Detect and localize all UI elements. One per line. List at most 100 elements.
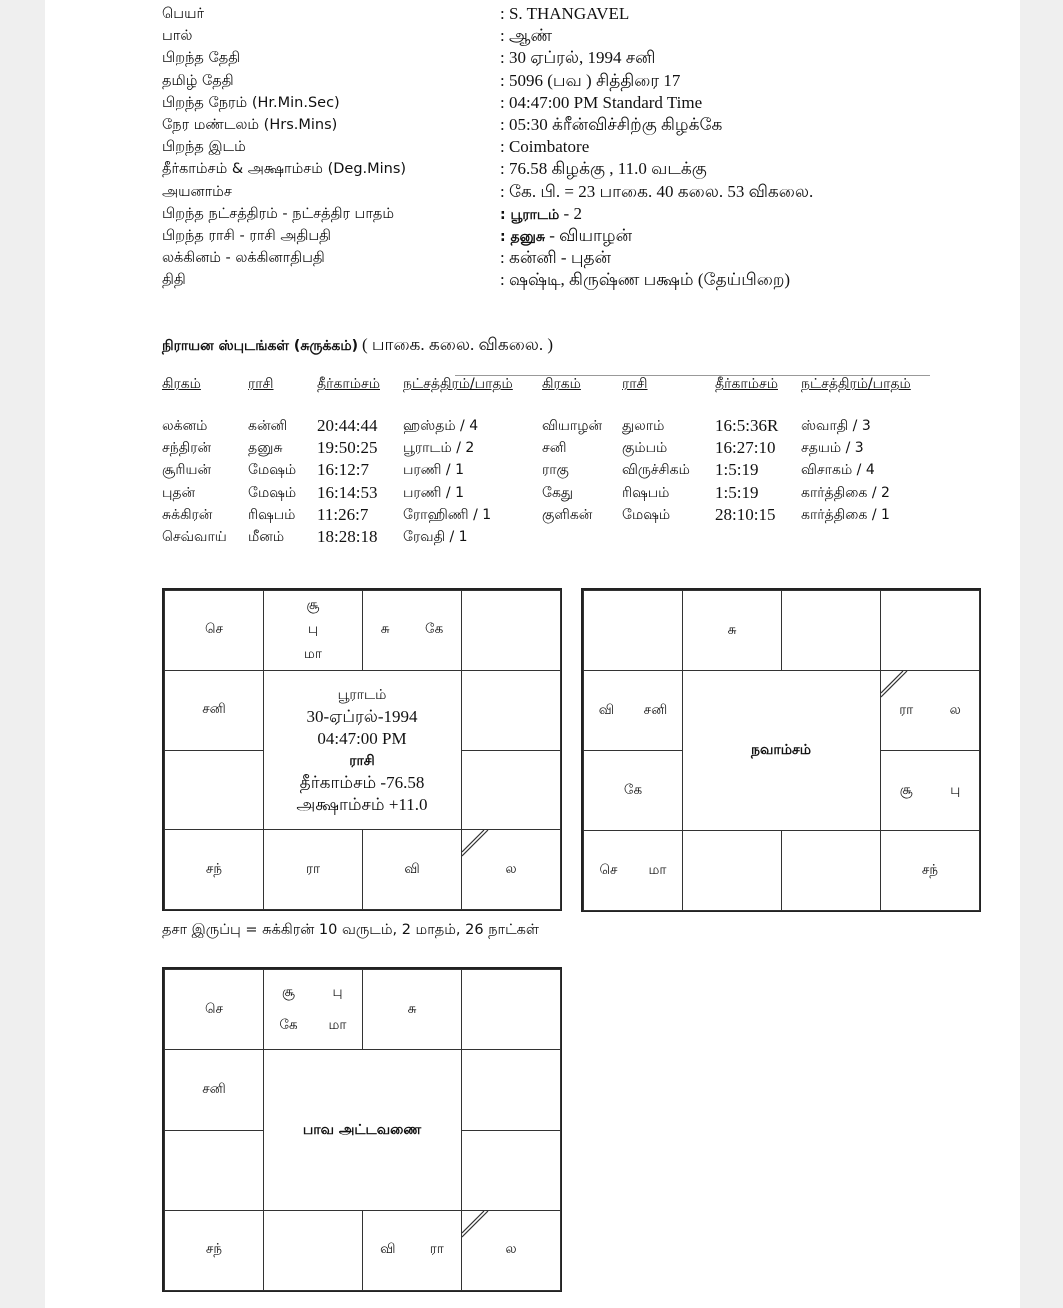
table-cell: பரணி / 1 [403,484,464,501]
table-cell: 11:26:7 [317,504,369,524]
planet-label: பு [332,984,343,1001]
table-cell: புதன் [162,484,196,501]
lagna-marker-icon [462,830,489,857]
house-libra: வி ரா [362,1209,462,1291]
table-cell: மேஷம் [248,462,297,479]
house-aries: சூ பு கே மா [263,969,363,1051]
planet-label: கே [279,1016,298,1033]
column-header: கிரகம் [542,376,581,392]
detail-value: : 5096 (பவ ) சித்திரை 17 [500,71,680,93]
table-cell: மேஷம் [248,484,297,501]
chart-center-line: ராசி [349,752,375,769]
chart-center: பூராடம் 30-ஏப்ரல்-1994 04:47:00 PM ராசி தீர்… [263,670,461,830]
column-header: கிரகம் [162,376,201,392]
house-taurus [781,590,881,671]
table-cell: ராகு [542,462,569,479]
house-virgo: சந் [880,830,980,911]
column-header: நட்சத்திரம்/பாதம் [403,376,513,392]
planet-label: மா [648,861,667,878]
table-cell: சனி [542,440,567,457]
table-cell: லக்னம் [162,418,208,434]
detail-value: : 76.58 கிழக்கு , 11.0 வடக்கு [500,159,707,181]
table-cell: ஸ்வாதி / 3 [801,418,871,434]
table-cell: சதயம் / 3 [801,440,864,457]
planet-label: சனி [202,701,226,718]
detail-value-text: : 04:47:00 PM Standard Time [500,92,703,112]
lagna-marker-icon [881,671,908,698]
chart-center: பாவ அட்டவணை [263,1049,461,1210]
planet-label: சு [407,1000,417,1017]
table-cell: 16:12:7 [317,460,369,480]
detail-value: : 04:47:00 PM Standard Time [500,93,702,113]
table-cell: மேஷம் [622,506,671,523]
detail-label: பிறந்த இடம் [162,139,246,156]
house-cancer [461,1049,561,1131]
chart-center-line: அக்ஷாம்சம் +11.0 [296,794,428,814]
table-cell: 1:5:19 [715,460,759,480]
table-cell: சூரியன் [162,462,212,479]
planet-label: மா [328,1016,347,1033]
planet-label: ரா [305,860,321,877]
table-cell: ஹஸ்தம் / 4 [403,418,479,434]
detail-value: : ஆண் [500,26,552,48]
dasha-balance: தசா இருப்பு = சுக்கிரன் 10 வருடம், 2 மாத… [162,922,539,938]
chart-center-line: தீர்காம்சம் -76.58 [299,772,425,792]
house-taurus: சு கே [362,590,462,671]
planet-label: சனி [643,701,668,718]
table-cell: 16:5:36R [715,416,779,435]
chart-center-line: 30-ஏப்ரல்-1994 [306,706,418,726]
planet-label: சூ [899,781,913,798]
planet-label: பு [307,621,319,638]
detail-value: : 30 ஏப்ரல், 1994 சனி [500,48,656,70]
table-cell: விருச்சிகம் [622,462,690,479]
planet-label: ரா [429,1241,444,1258]
detail-value-text: : 05:30 க்ரீன்விச்சிற்கு கிழக்கே [500,115,723,134]
detail-value: : கே. பி. = 23 பாகை. 40 கலை. 53 விகலை. [500,182,813,204]
planet-label: சந் [205,1241,223,1258]
column-header: தீர்காம்சம் [715,376,778,392]
detail-value: : தனுசு - வியாழன் [500,226,632,248]
lagna-marker-icon [462,1210,489,1238]
table-cell: கன்னி [248,418,288,434]
planet-label: ல [505,860,517,877]
table-cell: பூராடம் / 2 [403,440,475,457]
rasi-chart: செ சூ பு மா சு கே ல வி ரா சந் சனி பூராடம் 30-ஏப்ரல்-… [162,588,562,911]
detail-value-bold: : தனுசு [500,229,545,245]
house-scorpio [682,830,782,911]
table-cell: ரேவதி / 1 [403,529,468,545]
planet-label: சனி [202,1080,226,1097]
house-aquarius: வி சனி [583,670,683,751]
planet-label: சூ [282,984,295,1001]
table-cell: பரணி / 1 [403,462,464,479]
navamsa-chart: சு ரா ல சூ பு சந் செ மா கே வி சனி நவாம்சம் [581,588,981,912]
table-cell: 28:10:15 [715,504,776,524]
detail-value: : பூராடம் - 2 [500,204,582,225]
chart-center-line: 04:47:00 PM [317,728,407,748]
planet-label: ரா [899,701,914,718]
house-scorpio: ரா [263,829,363,910]
house-gemini [461,969,561,1051]
table-cell: 19:50:25 [317,438,378,458]
chart-center-line: நவாம்சம் [751,742,811,758]
detail-value-text: : கன்னி - புதன் [500,248,612,268]
detail-value-text: : S. THANGAVEL [500,4,630,23]
table-cell: சந்திரன் [162,440,212,457]
planet-label: செ [205,621,223,638]
table-cell: 20:44:44 [317,416,378,435]
house-aquarius: சனி [164,1049,264,1131]
detail-value: : 05:30 க்ரீன்விச்சிற்கு கிழக்கே [500,115,722,137]
table-cell: கார்த்திகை / 2 [801,484,890,501]
table-cell: குளிகன் [542,506,593,523]
planet-label: பு [950,781,961,798]
house-aries: சு [682,590,782,671]
bhava-chart: செ சூ பு கே மா சு ல வி ரா சந் சனி பாவ அட்டவணை [162,967,562,1292]
table-cell: சுக்கிரன் [162,506,213,523]
table-cell: கும்பம் [622,440,668,457]
detail-value-text: : ஆண் [500,26,553,46]
detail-label: பிறந்த நட்சத்திரம் - நட்சத்திர பாதம் [162,205,395,222]
detail-label: தீர்காம்சம் & அக்ஷாம்சம் (Deg.Mins) [162,161,407,178]
table-cell: துலாம் [622,418,665,434]
table-cell: 1:5:19 [715,482,759,502]
house-sagittarius: சந் [164,829,264,910]
table-cell: ரோஹிணி / 1 [403,506,492,523]
